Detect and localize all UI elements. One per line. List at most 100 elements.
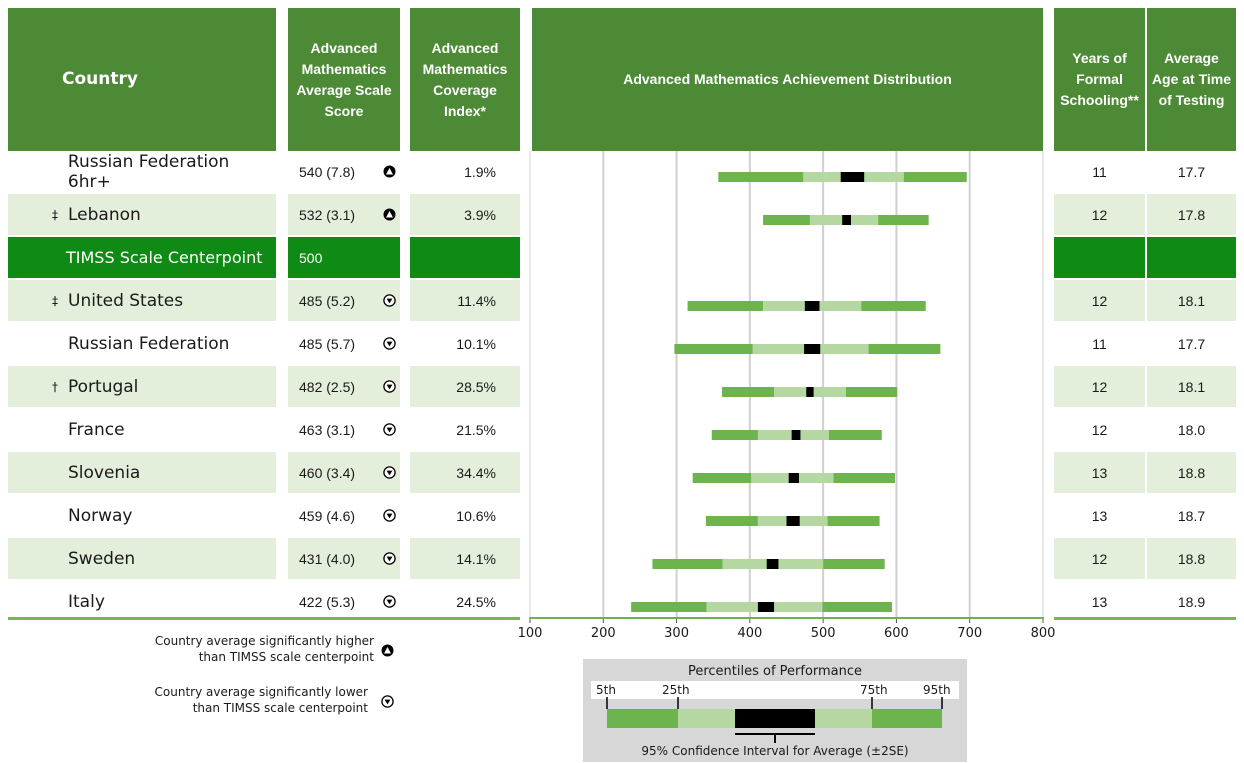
age-cell: 17.7: [1147, 323, 1236, 364]
percentile-legend-bar: [606, 697, 943, 743]
average-score: 500: [299, 249, 323, 266]
average-age: 18.0: [1177, 421, 1206, 438]
triangle-down-icon: [383, 294, 396, 307]
header-coverage-index: Advanced Mathematics Coverage Index*: [410, 8, 520, 151]
country-footnote-mark: ‡: [52, 207, 58, 222]
years-cell: 12: [1054, 538, 1145, 579]
header-coverage-line: Index*: [443, 102, 486, 119]
x-tick-label: 300: [664, 626, 689, 641]
years-cell: [1054, 237, 1145, 278]
bar-p75-p95: [878, 215, 929, 225]
bar-confidence-interval: [840, 172, 865, 182]
legend-lower-line: Country average significantly lower: [154, 685, 368, 699]
legend-higher-line: than TIMSS scale centerpoint: [198, 650, 374, 664]
bar-p75-p95: [823, 559, 885, 569]
country-name: Italy: [68, 591, 105, 612]
percentile-label-25th: 25th: [662, 683, 690, 697]
country-name: Russian Federation: [68, 333, 230, 354]
bar-p5-p25: [763, 215, 810, 225]
country-cell: ‡ Lebanon: [8, 194, 276, 235]
bar-p75-p95: [829, 430, 882, 440]
average-age: 17.7: [1177, 163, 1206, 180]
table-row: France 463 (3.1) 21.5% 12 18.0: [0, 409, 1244, 450]
country-name: Sweden: [68, 548, 136, 569]
bar-confidence-interval: [788, 473, 799, 483]
bar-p75-p95: [822, 602, 893, 612]
percentile-legend-labels-strip: [591, 681, 959, 699]
legend-higher-text: Country average significantly higher tha…: [100, 633, 374, 665]
country-cell: France: [8, 409, 276, 450]
bar-p5-p25: [705, 516, 758, 526]
country-footnote-mark: †: [52, 379, 58, 394]
score-cell: 485 (5.7): [288, 323, 400, 364]
percentile-label-5th: 5th: [596, 683, 616, 697]
triangle-up-icon: [381, 644, 394, 657]
age-cell: 18.8: [1147, 538, 1236, 579]
header-distribution: Advanced Mathematics Achievement Distrib…: [532, 8, 1043, 151]
legend-lower-line: than TIMSS scale centerpoint: [192, 701, 368, 715]
table-row: Norway 459 (4.6) 10.6% 13 18.7: [0, 495, 1244, 536]
country-name: United States: [68, 290, 184, 311]
average-age: 18.1: [1177, 378, 1206, 395]
percentile-legend: Percentiles of Performance 5th 25th 75th…: [583, 659, 967, 762]
country-cell: Russian Federation 6hr+: [8, 151, 276, 192]
country-name: TIMSS Scale Centerpoint: [66, 248, 263, 267]
header-average-age: Average Age at Time of Testing: [1147, 8, 1236, 151]
triangle-down-icon: [383, 509, 396, 522]
bar-p75-p95: [868, 344, 941, 354]
table-row: ‡ United States 485 (5.2) 11.4% 12 18.1: [0, 280, 1244, 321]
bar-p75-p95: [833, 473, 895, 483]
coverage-cell: 10.6%: [410, 495, 520, 536]
bar-p5-p25: [711, 430, 758, 440]
years-cell: 11: [1054, 323, 1145, 364]
legend-higher-line: Country average significantly higher: [154, 634, 374, 648]
coverage-cell: 11.4%: [410, 280, 520, 321]
years-schooling: 11: [1092, 163, 1107, 180]
header-age-line: of Testing: [1158, 92, 1225, 108]
table-row: Russian Federation 485 (5.7) 10.1% 11 17.7: [0, 323, 1244, 364]
header-country: Country: [8, 8, 276, 151]
header-score-line: Score: [324, 102, 364, 119]
header-score-line: Advanced: [310, 39, 378, 56]
coverage-index: 11.4%: [457, 292, 496, 309]
age-cell: 17.8: [1147, 194, 1236, 235]
country-cell: Norway: [8, 495, 276, 536]
average-score: 532 (3.1): [299, 206, 356, 223]
x-tick-label: 400: [737, 626, 762, 641]
score-cell: 500: [288, 237, 400, 278]
legend-lower-text: Country average significantly lower than…: [100, 684, 368, 716]
coverage-cell: 21.5%: [410, 409, 520, 450]
coverage-cell: 34.4%: [410, 452, 520, 493]
bar-p5-p25: [687, 301, 764, 311]
right-bottom-rule: [1054, 617, 1236, 620]
triangle-up-icon: [383, 208, 396, 221]
header-years-schooling: Years of Formal Schooling**: [1054, 8, 1145, 151]
coverage-cell: 24.5%: [410, 581, 520, 622]
years-schooling: 13: [1091, 593, 1108, 610]
percentile-label-75th: 75th: [860, 683, 888, 697]
average-score: 540 (7.8): [299, 163, 356, 180]
average-age: 18.1: [1177, 292, 1206, 309]
age-cell: 18.7: [1147, 495, 1236, 536]
coverage-index: 10.6%: [456, 507, 496, 524]
score-cell: 422 (5.3): [288, 581, 400, 622]
x-tick-label: 500: [811, 626, 836, 641]
triangle-up-icon: [383, 165, 396, 178]
header-years-line: Formal: [1076, 71, 1123, 87]
average-score: 459 (4.6): [299, 507, 356, 524]
bar-confidence-interval: [766, 559, 779, 569]
header-score-line: Average Scale: [296, 81, 392, 98]
years-schooling: 12: [1091, 421, 1108, 438]
bar-confidence-interval: [842, 215, 851, 225]
centerpoint-row: TIMSS Scale Centerpoint 500: [0, 237, 1244, 278]
bar-p75-p95: [861, 301, 926, 311]
age-cell: [1147, 237, 1236, 278]
bar-p75-p95: [827, 516, 880, 526]
bar-confidence-interval: [791, 430, 801, 440]
header-years-line: Schooling**: [1060, 92, 1139, 108]
average-score: 482 (2.5): [299, 378, 356, 395]
coverage-cell: 1.9%: [410, 151, 520, 192]
x-tick-label: 100: [518, 626, 543, 641]
country-cell: Sweden: [8, 538, 276, 579]
coverage-cell: 10.1%: [410, 323, 520, 364]
